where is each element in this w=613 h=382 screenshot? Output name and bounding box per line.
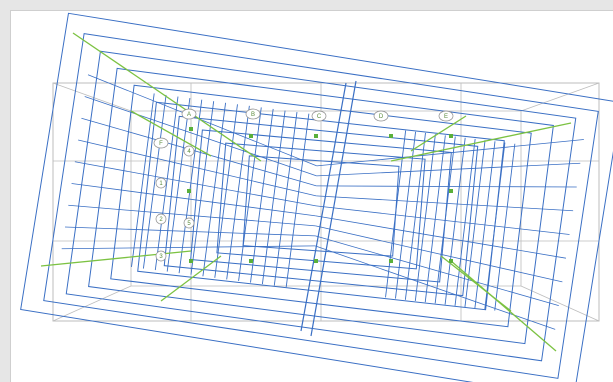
grid-axis-label: 1 [159,181,163,187]
deformed-core [310,80,357,337]
deformed-beam [315,205,570,235]
grid-bubble [438,110,454,122]
deformed-beam [315,245,556,330]
diagonal-brace [440,255,512,312]
grid-axis-label: B [251,112,255,118]
deformed-frame [110,84,532,328]
diagonal-brace [410,115,467,152]
deformed-frame [88,67,554,345]
node-marker [189,259,193,263]
deformed-column [424,135,446,303]
deformed-beam [316,139,584,167]
deformed-frame [190,129,452,283]
grid-bubble [373,110,389,122]
diagonal-brace [450,260,557,352]
grid-bubble [183,145,195,157]
grid-bubble [245,108,261,120]
wireframe-diagram: A B C D E F 1 2 3 4 5 [20,12,613,382]
deformed-frame [137,101,505,311]
deformed-column [178,99,203,274]
deformed-column [226,105,250,280]
node-marker [449,134,453,138]
deformed-beam [68,204,316,227]
diagonal-brace [72,32,262,162]
node-marker [249,259,253,263]
deformed-column [261,110,286,285]
grid-axis-label: 4 [187,149,191,155]
grid-bubble [153,137,169,149]
deformed-beam [81,117,317,187]
grid-axis-label: 5 [187,221,191,227]
node-marker [189,127,193,131]
deformed-column [285,113,310,288]
deformed-beam [315,225,563,283]
grid-axis-label: E [444,114,448,120]
viewport[interactable]: A B C D E F 1 2 3 4 5 [10,10,613,382]
grid-bubble [155,213,167,225]
grid-bubble [155,177,167,189]
deformed-frame [216,142,426,270]
grid-axis-label: A [187,112,191,118]
diagonal-brace [130,110,212,157]
deformed-beam [78,139,317,197]
deformed-frame [20,12,613,382]
deformed-beam [316,195,574,212]
deformed-core [300,82,347,332]
deformed-column [190,101,215,275]
deformed-beam [315,215,567,259]
deformed-beam [316,162,581,177]
grid-bubble [155,250,167,262]
deformed-beam [315,235,559,307]
grid-axis-label: F [159,141,163,147]
node-marker [249,134,253,138]
node-marker [389,259,393,263]
grid-axis-label: 3 [159,254,163,260]
node-marker [187,189,191,193]
undeformed-perspective-edge [520,285,600,322]
grid-axis-label: D [379,114,384,120]
deformed-column [154,96,179,271]
deformed-column [444,137,466,305]
diagonal-brace [390,122,572,162]
undeformed-perspective-edge [520,82,600,112]
deformed-column [142,94,167,269]
node-marker [389,134,393,138]
deformed-column [166,98,191,272]
grid-bubble [311,110,327,122]
deformed-column [395,131,417,299]
deformed-column [273,112,298,286]
diagonal-brace [40,250,192,267]
deformed-frame [43,33,599,379]
deformed-beam [316,185,577,188]
undeformed-outer-frame [52,82,600,322]
diagonal-brace [160,255,222,302]
deformed-column [434,136,456,304]
deformed-beam [87,74,317,167]
undeformed-perspective-edge [52,82,132,112]
node-marker [314,134,318,138]
grid-axis-label: 2 [159,217,163,223]
deformed-beam [64,226,316,237]
node-marker [314,259,318,263]
node-marker [449,189,453,193]
undeformed-perspective-edge [52,285,132,322]
deformed-frame [163,115,479,297]
grid-axis-label: C [317,114,322,120]
deformed-column [414,134,436,302]
deformed-beam [74,161,317,207]
deformed-beam [71,183,316,217]
deformed-beam [84,96,317,177]
grid-bubble [183,217,195,229]
deformed-frame [65,50,577,362]
grid-bubble [181,108,197,120]
deformed-column [404,132,426,300]
deformed-column [214,104,238,278]
deformed-beam [61,245,316,250]
node-marker [449,259,453,263]
